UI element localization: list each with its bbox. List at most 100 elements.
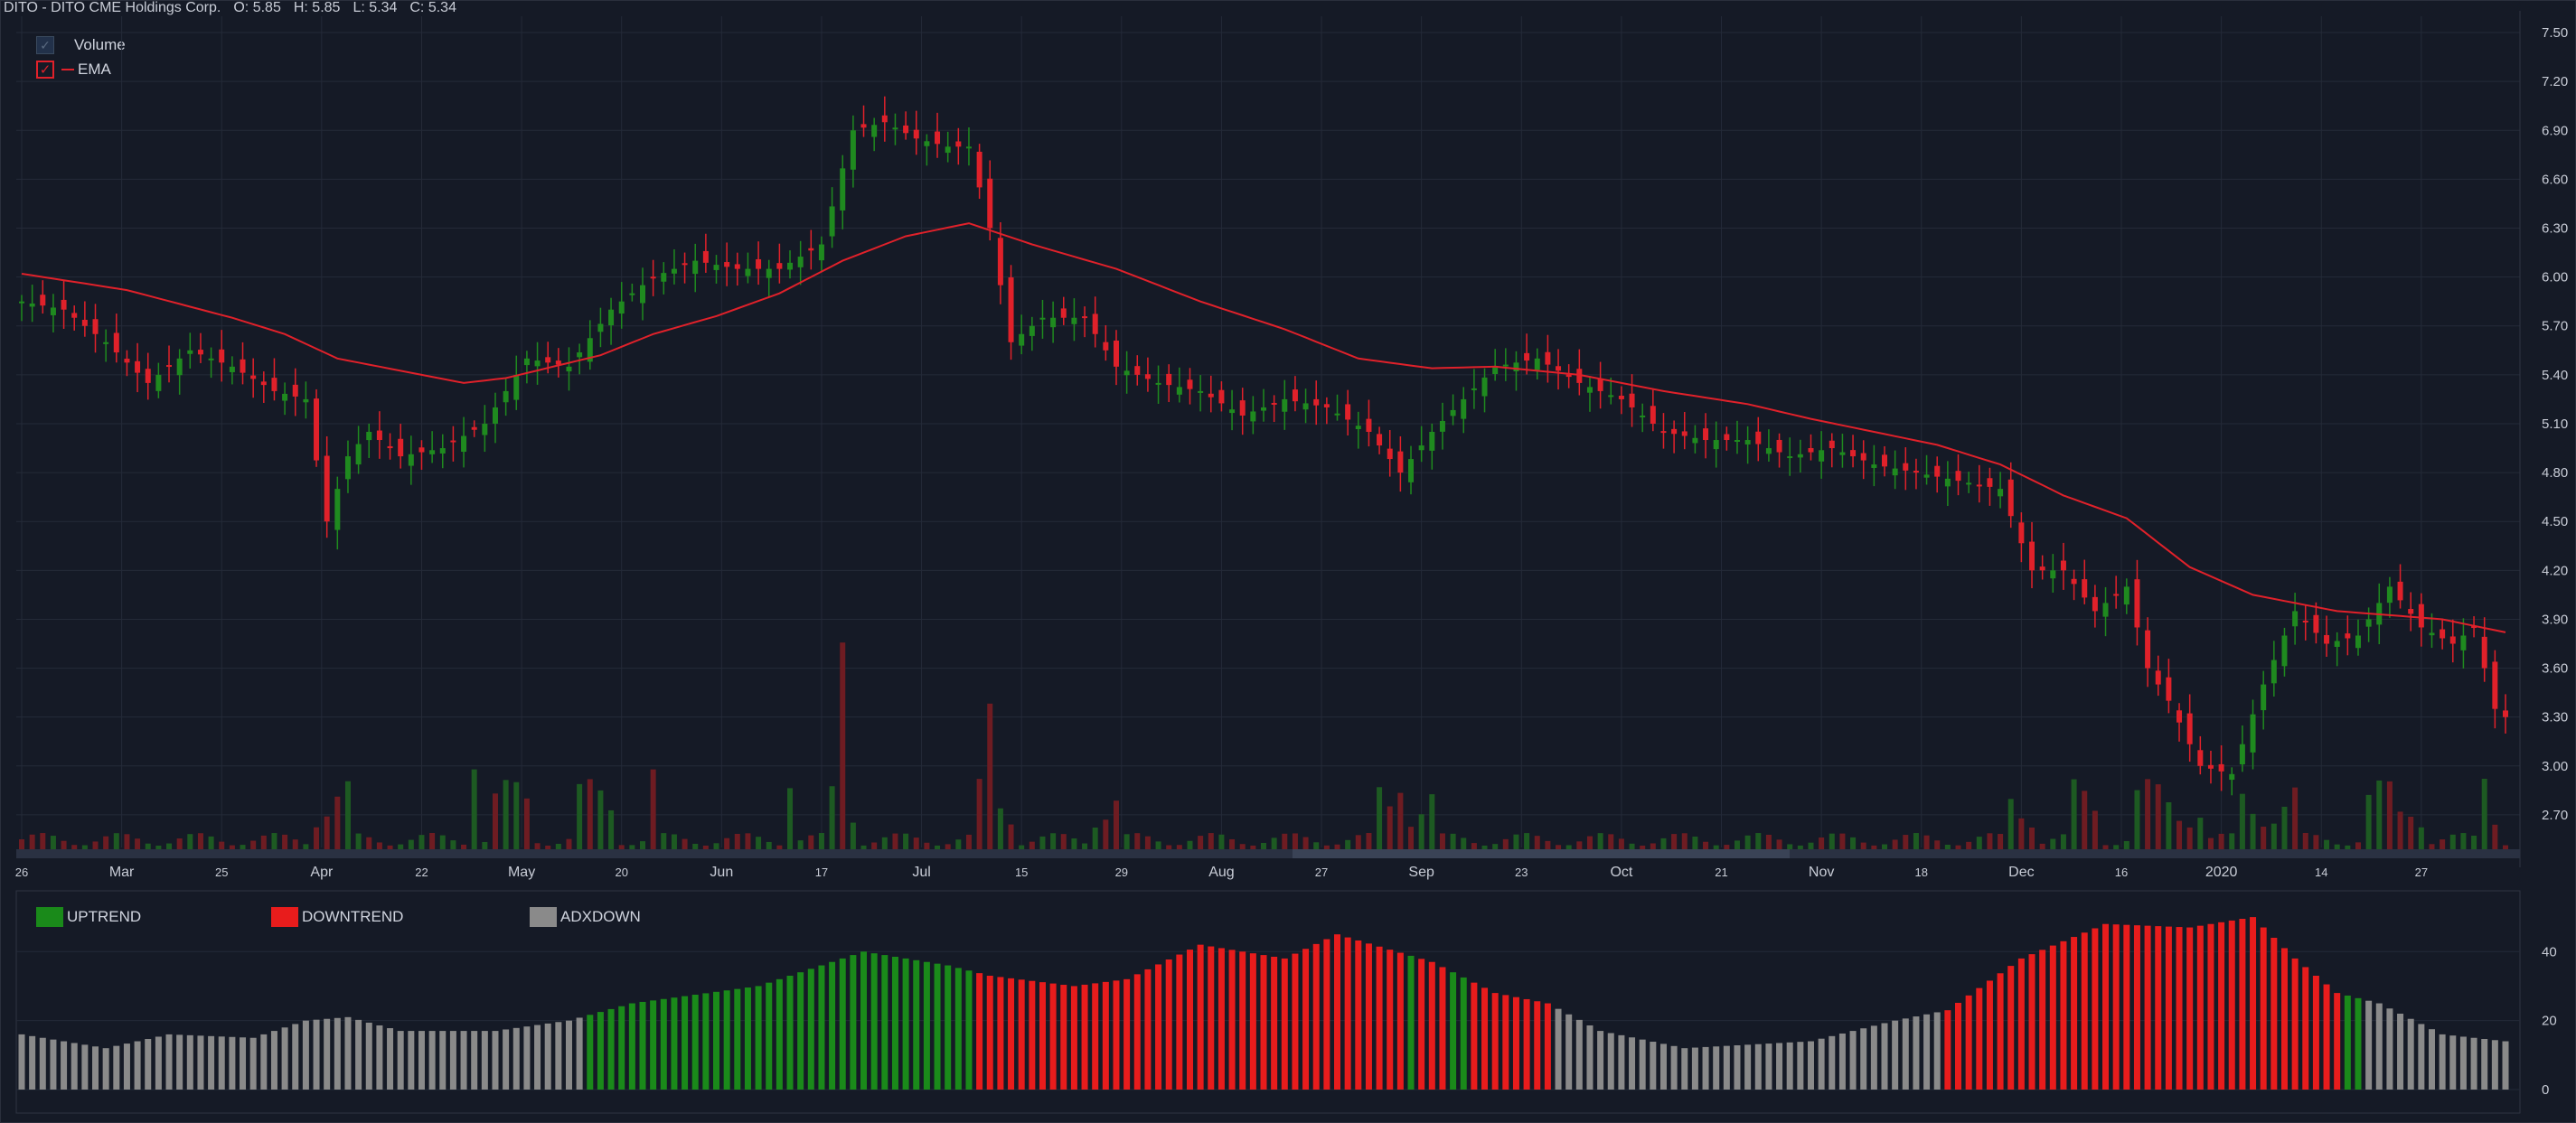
volume-bar <box>2355 842 2361 849</box>
adx-bar <box>71 1043 78 1090</box>
volume-checkbox[interactable]: ✓ <box>36 36 54 54</box>
volume-bar <box>1039 836 1046 849</box>
candle-body <box>61 299 67 310</box>
adx-bar <box>2155 926 2162 1090</box>
volume-bar <box>1819 837 1825 849</box>
volume-bar <box>913 838 919 849</box>
legend-ema[interactable]: ✓ EMA <box>36 61 111 79</box>
candle-body <box>1934 465 1941 477</box>
candle-body <box>29 303 35 307</box>
time-axis-label: Sep <box>1408 865 1434 880</box>
candle-body <box>2440 629 2446 639</box>
adx-bar <box>1944 1010 1951 1090</box>
volume-bar <box>1345 839 1351 849</box>
candle-body <box>892 127 898 130</box>
adx-bar <box>2123 924 2130 1090</box>
candle-body <box>271 378 277 391</box>
volume-bar <box>1839 833 1846 849</box>
volume-bar <box>1218 834 1225 849</box>
candle-body <box>566 366 572 372</box>
candle-body <box>756 258 762 269</box>
adx-bar <box>302 1020 309 1090</box>
adxdown-swatch <box>530 907 557 927</box>
candle-body <box>1019 333 1025 346</box>
volume-bar <box>2281 806 2288 849</box>
adx-bar <box>113 1045 120 1090</box>
candle-body <box>324 455 330 522</box>
adx-bar <box>2449 1035 2457 1090</box>
candle-body <box>1597 378 1603 391</box>
candle-body <box>682 263 688 266</box>
volume-bar <box>608 809 615 849</box>
adx-bar <box>2260 927 2267 1090</box>
adx-bar <box>587 1015 594 1090</box>
volume-bar <box>2186 827 2193 849</box>
volume-bar <box>2092 810 2098 849</box>
candle-body <box>71 313 78 318</box>
volume-bar <box>1144 836 1151 849</box>
candle-body <box>2408 609 2414 614</box>
volume-bar <box>1271 838 1277 849</box>
candle-body <box>513 374 520 400</box>
volume-bar <box>1576 841 1583 849</box>
adx-bar <box>1786 1042 1793 1090</box>
candle-body <box>1492 366 1499 375</box>
time-scroll-strip <box>16 849 2520 858</box>
adx-bar <box>534 1025 541 1090</box>
adx-bar <box>2407 1018 2414 1090</box>
adx-bar <box>1523 998 1530 1090</box>
adx-bar <box>976 973 983 1090</box>
volume-bar <box>2302 833 2308 849</box>
ema-line-swatch <box>61 69 74 70</box>
volume-bar <box>271 833 277 849</box>
candle-body <box>208 358 214 360</box>
volume-bar <box>1618 838 1624 849</box>
volume-bar <box>818 833 824 849</box>
candle-body <box>219 349 225 363</box>
time-axis-label: 29 <box>1115 866 1128 879</box>
adx-bar <box>208 1035 215 1090</box>
candle-body <box>1429 432 1435 451</box>
symbol-header: DITO - DITO CME Holdings Corp. O: 5.85 H: … <box>4 0 469 16</box>
adx-bar <box>1260 955 1267 1090</box>
volume-bar <box>1923 835 1930 849</box>
legend-volume[interactable]: ✓ Volume <box>36 36 126 54</box>
candle-body <box>2503 710 2508 717</box>
adx-bar <box>1008 978 1015 1090</box>
adx-bar <box>355 1019 362 1090</box>
adx-bar <box>1239 951 1246 1090</box>
candle-body <box>1618 396 1624 399</box>
volume-bar <box>1155 841 1161 849</box>
adx-bar <box>1365 943 1372 1090</box>
candle-body <box>597 323 604 332</box>
candle-body <box>1998 489 2004 497</box>
legend-adxdown: ADXDOWN <box>530 907 641 927</box>
adx-bar <box>2133 925 2140 1090</box>
candle-body <box>534 360 541 367</box>
ema-checkbox[interactable]: ✓ <box>36 61 54 79</box>
adx-bar <box>2207 923 2214 1090</box>
volume-bar <box>1755 833 1762 849</box>
adx-bar <box>1407 955 1415 1090</box>
volume-bar <box>219 841 225 849</box>
volume-bar <box>376 842 382 849</box>
volume-bar <box>1934 840 1941 849</box>
volume-bar <box>450 840 456 849</box>
adx-bar <box>744 987 751 1090</box>
adx-bar <box>1123 978 1131 1090</box>
volume-bar <box>1671 834 1678 849</box>
adx-bar <box>2039 950 2046 1090</box>
adx-bar <box>439 1031 447 1090</box>
candle-body <box>1050 317 1057 328</box>
price-tick-label: 5.40 <box>2542 368 2568 383</box>
candle-body <box>2207 764 2214 769</box>
adx-bar <box>1186 950 1193 1090</box>
candle-body <box>608 309 615 326</box>
adx-bar <box>145 1039 152 1090</box>
candle-body <box>1650 406 1656 424</box>
candle-body <box>1765 448 1772 454</box>
adx-bar <box>2365 1000 2373 1090</box>
ohlc-open: O: 5.85 <box>233 0 281 15</box>
legend-ema-label: EMA <box>78 61 111 78</box>
